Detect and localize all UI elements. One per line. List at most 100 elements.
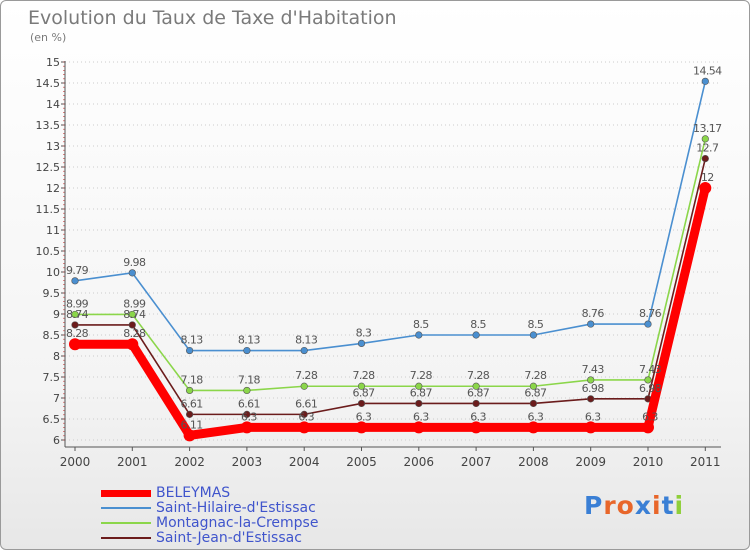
data-point — [412, 421, 425, 434]
data-label: 8.28 — [123, 327, 146, 340]
data-label: 8.13 — [181, 334, 204, 347]
data-point — [183, 429, 196, 442]
y-tick-label: 13 — [46, 140, 60, 153]
data-label: 8.3 — [356, 326, 372, 339]
y-tick-label: 12.5 — [36, 161, 61, 174]
data-point — [415, 382, 423, 390]
data-point — [357, 399, 366, 408]
data-label: 8.13 — [295, 334, 318, 347]
data-point — [128, 310, 136, 319]
data-point — [415, 399, 423, 408]
data-point — [472, 331, 480, 339]
data-point — [126, 338, 139, 351]
logo-letter: i — [652, 491, 662, 520]
data-label: 6.3 — [241, 410, 257, 423]
data-label: 6.87 — [352, 386, 375, 399]
data-label: 6.3 — [413, 410, 429, 423]
data-label: 8.28 — [66, 327, 89, 340]
data-label: 6.3 — [298, 410, 314, 423]
y-tick-label: 6.5 — [43, 413, 61, 426]
data-label: 6.98 — [639, 382, 662, 395]
data-label: 6.3 — [470, 410, 486, 423]
data-point — [701, 155, 709, 163]
data-point — [186, 386, 194, 395]
data-point — [71, 277, 79, 285]
data-point — [71, 321, 79, 329]
data-label: 9.98 — [123, 256, 146, 269]
y-tick-label: 10.5 — [36, 245, 61, 258]
data-point — [642, 421, 654, 434]
data-label: 6.3 — [642, 410, 658, 423]
data-label: 7.28 — [410, 369, 433, 382]
series-line — [75, 158, 707, 416]
data-label: 8.99 — [123, 297, 146, 310]
data-label: 6.61 — [295, 397, 317, 410]
grid-lines — [65, 61, 721, 441]
y-tick-label: 6 — [53, 434, 60, 447]
data-label: 8.5 — [413, 318, 429, 331]
data-point — [701, 135, 709, 143]
data-labels: 8.28 8.28 6.11 6.3 6.3 6.3 6.3 6.3 6.3 6.3 6.3 12 9.… — [66, 64, 723, 431]
data-label: 8.99 — [66, 297, 89, 310]
data-label: 12.7 — [696, 142, 719, 155]
logo-letter: o — [616, 491, 635, 520]
data-point — [300, 382, 308, 390]
data-label: 7.28 — [352, 369, 375, 382]
y-tick-label: 14.5 — [36, 77, 61, 90]
series-line — [75, 138, 707, 392]
y-tick-label: 7.5 — [43, 371, 61, 384]
y-tick-label: 13.5 — [36, 119, 61, 132]
data-label: 8.5 — [528, 318, 544, 331]
legend-label: Montagnac-la-Crempse — [156, 515, 319, 531]
data-point — [300, 346, 308, 355]
y-tick-label: 7 — [53, 392, 60, 405]
series-line — [74, 81, 707, 352]
data-label: 9.79 — [66, 264, 89, 277]
logo-letter: t — [661, 491, 675, 520]
data-point — [584, 421, 597, 434]
data-point — [644, 376, 652, 384]
data-point — [357, 382, 366, 390]
data-label: 7.43 — [639, 363, 662, 376]
data-point — [243, 410, 251, 418]
data-label: 6.61 — [238, 397, 260, 410]
data-point — [470, 421, 483, 434]
data-point — [300, 410, 308, 418]
logo-letter: i — [674, 491, 685, 520]
data-label: 8.76 — [639, 307, 662, 320]
data-point — [527, 421, 540, 434]
data-point — [587, 320, 595, 328]
data-label: 7.28 — [467, 369, 490, 382]
data-point — [587, 395, 595, 403]
data-label: 6.87 — [524, 386, 547, 399]
x-tick-label: 2001 — [117, 455, 148, 469]
data-point — [644, 320, 652, 328]
data-point — [69, 338, 81, 351]
x-tick-label: 2010 — [633, 455, 664, 469]
chart-title: Evolution du Taux de Taxe d'Habitation — [28, 7, 397, 29]
data-label: 6.87 — [410, 386, 433, 399]
data-label: 7.28 — [295, 369, 318, 382]
data-label: 7.28 — [524, 369, 547, 382]
data-point — [472, 399, 480, 408]
series-line — [75, 186, 710, 440]
data-point — [243, 386, 251, 395]
y-tick-label: 9 — [53, 308, 60, 321]
data-point — [472, 382, 480, 390]
data-label: 6.3 — [356, 410, 372, 423]
data-point — [699, 182, 712, 194]
series-group — [69, 77, 712, 442]
y-tick-label: 8 — [53, 350, 60, 363]
y-tick-label: 14 — [46, 98, 60, 111]
data-point — [587, 376, 595, 384]
x-tick-label: 2006 — [404, 455, 435, 469]
data-label: 12 — [701, 171, 714, 184]
x-tick-label: 2003 — [232, 455, 263, 469]
data-point — [71, 310, 79, 319]
data-label: 13.17 — [693, 122, 722, 135]
data-label: 6.3 — [528, 410, 544, 423]
legend-label: Saint-Jean-d'Estissac — [156, 530, 302, 546]
x-tick-label: 2000 — [60, 455, 91, 469]
data-point — [415, 331, 423, 339]
